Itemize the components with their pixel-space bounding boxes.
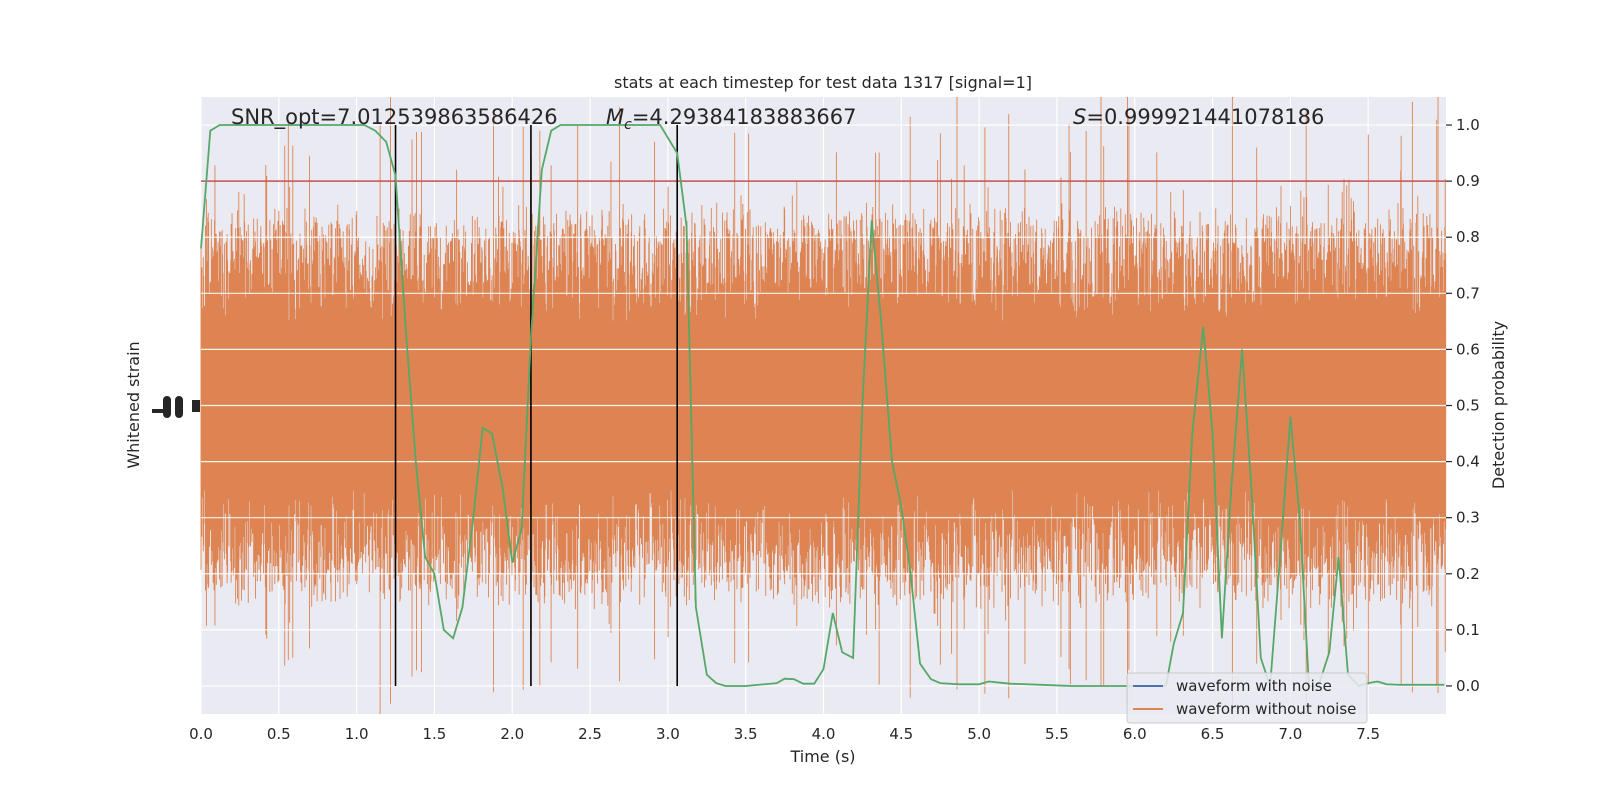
x-tick-label: 6.0	[1123, 725, 1147, 743]
x-tick-label: 1.0	[345, 725, 369, 743]
y-tick-label: 0.6	[1456, 340, 1480, 358]
chirp-mass-annotation: Mc=4.29384183883667	[606, 105, 857, 133]
y-tick-label: 0.2	[1456, 565, 1480, 583]
x-tick-label: 4.5	[889, 725, 913, 743]
probability-series	[200, 124, 1445, 688]
legend: waveform with noise waveform without noi…	[1126, 672, 1368, 724]
x-axis-label: Time (s)	[789, 747, 855, 766]
x-tick-label: 0.5	[267, 725, 291, 743]
x-tick-label: 1.5	[423, 725, 447, 743]
x-tick-label: 4.0	[812, 725, 836, 743]
y-tick-label: 0.9	[1456, 172, 1480, 190]
x-tick-label: 7.5	[1356, 725, 1380, 743]
y-tick-label: 0.7	[1456, 284, 1480, 302]
x-tick-label: 3.5	[734, 725, 758, 743]
y-axis-ticks-right: 0.0 0.1 0.2 0.3 0.4 0.5 0.6 0.7 0.8 0.9 1.0	[1446, 116, 1480, 695]
score-annotation: S=0.999921441078186	[1073, 105, 1324, 129]
x-tick-label: 0.0	[189, 725, 213, 743]
y-tick-label: 0.3	[1456, 509, 1480, 527]
y-axis-label-right: Detection probability	[1489, 321, 1508, 489]
y-tick-label: 0.1	[1456, 621, 1480, 639]
y-tick-label: 0.8	[1456, 228, 1480, 246]
x-tick-label: 6.5	[1201, 725, 1225, 743]
y-tick-label: 0.4	[1456, 453, 1480, 471]
x-tick-label: 3.0	[656, 725, 680, 743]
y-tick-label: 0.0	[1456, 677, 1480, 695]
x-tick-label: 5.5	[1045, 725, 1069, 743]
x-tick-label: 7.0	[1278, 725, 1302, 743]
legend-label-with-noise: waveform with noise	[1176, 677, 1332, 695]
chart-title: stats at each timestep for test data 131…	[614, 73, 1032, 92]
x-tick-label: 2.5	[578, 725, 602, 743]
y-tick-label: 0.5	[1456, 397, 1480, 415]
y-tick-label: 1.0	[1456, 116, 1480, 134]
y-axis-label-left: Whitened strain	[124, 341, 143, 468]
x-axis-ticks: 0.0 0.5 1.0 1.5 2.0 2.5 3.0 3.5 4.0 4.5 5.0 5.5 6.0 6…	[189, 725, 1380, 743]
detection-probability-line	[200, 124, 1445, 688]
x-tick-label: 5.0	[967, 725, 991, 743]
legend-label-without-noise: waveform without noise	[1176, 700, 1356, 718]
snr-annotation: SNR_opt=7.012539863586426	[231, 105, 558, 130]
left-axis-glyph	[152, 396, 200, 418]
overlays	[201, 124, 1446, 687]
x-tick-label: 2.0	[500, 725, 524, 743]
